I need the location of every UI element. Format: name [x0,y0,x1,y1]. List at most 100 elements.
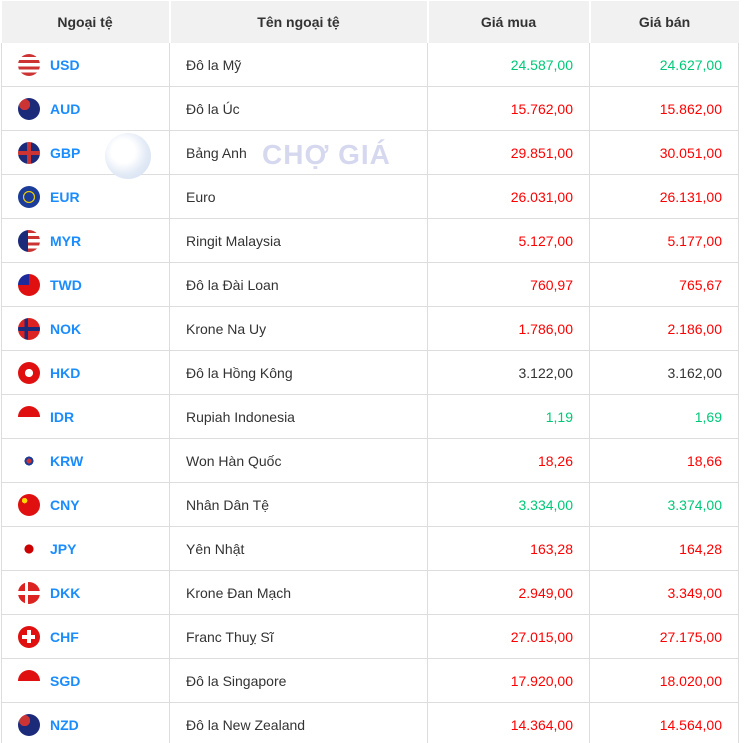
flag-sgd-icon [18,669,40,692]
flag-nok-icon [18,317,40,340]
currency-code-link[interactable]: TWD [50,276,82,293]
flag-idr-icon [18,405,40,428]
currency-cell: IDR [1,394,170,439]
currency-code-link[interactable]: KRW [50,452,84,469]
currency-name: Đô la Úc [169,86,428,131]
currency-code-link[interactable]: DKK [50,584,81,601]
currency-code-link[interactable]: AUD [50,100,81,117]
currency-code-link[interactable]: NZD [50,716,79,733]
currency-cell: CNY [1,482,170,527]
buy-price: 15.762,00 [427,86,590,131]
sell-price: 2.186,00 [589,306,739,351]
buy-price: 18,26 [427,438,590,483]
currency-code-link[interactable]: SGD [50,672,81,689]
table-row: GBP Bảng Anh 29.851,00 30.051,00 [1,130,739,175]
buy-price: 29.851,00 [427,130,590,175]
flag-aud-icon [18,97,40,120]
table-row: NOK Krone Na Uy 1.786,00 2.186,00 [1,306,739,351]
table-row: EUR Euro 26.031,00 26.131,00 [1,174,739,219]
currency-cell: NOK [1,306,170,351]
sell-price: 3.349,00 [589,570,739,615]
currency-cell: USD [1,43,170,87]
flag-cny-icon [18,493,40,516]
currency-code-link[interactable]: USD [50,56,80,73]
flag-eur-icon [18,185,40,208]
sell-price: 26.131,00 [589,174,739,219]
flag-chf-icon [18,625,40,648]
currency-code-link[interactable]: IDR [50,408,75,425]
sell-price: 24.627,00 [589,43,739,87]
currency-name: Yên Nhật [169,526,428,571]
buy-price: 1.786,00 [427,306,590,351]
table-row: CHF Franc Thuỵ Sĩ 27.015,00 27.175,00 [1,614,739,659]
header-currency-name: Tên ngoại tệ [169,1,429,43]
flag-usd-icon [18,53,40,76]
currency-name: Krone Na Uy [169,306,428,351]
buy-price: 163,28 [427,526,590,571]
currency-cell: SGD [1,658,170,703]
currency-code-link[interactable]: NOK [50,320,82,337]
sell-price: 3.374,00 [589,482,739,527]
currency-code-link[interactable]: HKD [50,364,81,381]
flag-nzd-icon [18,713,40,736]
currency-code-link[interactable]: CNY [50,496,80,513]
currency-cell: NZD [1,702,170,743]
flag-dkk-icon [18,581,40,604]
table-row: CNY Nhân Dân Tệ 3.334,00 3.374,00 [1,482,739,527]
table-row: IDR Rupiah Indonesia 1,19 1,69 [1,394,739,439]
buy-price: 1,19 [427,394,590,439]
flag-gbp-icon [18,141,40,164]
sell-price: 5.177,00 [589,218,739,263]
currency-name: Đô la Đài Loan [169,262,428,307]
header-currency: Ngoại tệ [1,1,171,43]
flag-twd-icon [18,273,40,296]
currency-cell: MYR [1,218,170,263]
currency-cell: GBP [1,130,170,175]
sell-price: 1,69 [589,394,739,439]
flag-hkd-icon [18,361,40,384]
currency-code-link[interactable]: MYR [50,232,82,249]
currency-cell: AUD [1,86,170,131]
table-header-row: Ngoại tệ Tên ngoại tệ Giá mua Giá bán [1,1,739,43]
sell-price: 18.020,00 [589,658,739,703]
table-row: JPY Yên Nhật 163,28 164,28 [1,526,739,571]
buy-price: 27.015,00 [427,614,590,659]
table-row: TWD Đô la Đài Loan 760,97 765,67 [1,262,739,307]
currency-code-link[interactable]: JPY [50,540,77,557]
currency-name: Đô la Mỹ [169,43,428,87]
header-sell: Giá bán [589,1,739,43]
flag-jpy-icon [18,537,40,560]
currency-name: Won Hàn Quốc [169,438,428,483]
buy-price: 760,97 [427,262,590,307]
buy-price: 24.587,00 [427,43,590,87]
currency-name: Krone Đan Mạch [169,570,428,615]
sell-price: 164,28 [589,526,739,571]
buy-price: 14.364,00 [427,702,590,743]
currency-cell: JPY [1,526,170,571]
sell-price: 30.051,00 [589,130,739,175]
sell-price: 15.862,00 [589,86,739,131]
currency-name: Franc Thuỵ Sĩ [169,614,428,659]
table-row: AUD Đô la Úc 15.762,00 15.862,00 [1,86,739,131]
sell-price: 14.564,00 [589,702,739,743]
currency-name: Đô la New Zealand [169,702,428,743]
flag-krw-icon [18,449,40,472]
buy-price: 3.122,00 [427,350,590,395]
currency-code-link[interactable]: EUR [50,188,80,205]
sell-price: 27.175,00 [589,614,739,659]
buy-price: 3.334,00 [427,482,590,527]
table-row: KRW Won Hàn Quốc 18,26 18,66 [1,438,739,483]
currency-cell: DKK [1,570,170,615]
table-row: SGD Đô la Singapore 17.920,00 18.020,00 [1,658,739,703]
currency-name: Đô la Hồng Kông [169,350,428,395]
currency-name: Rupiah Indonesia [169,394,428,439]
currency-cell: TWD [1,262,170,307]
currency-code-link[interactable]: CHF [50,628,79,645]
currency-cell: EUR [1,174,170,219]
currency-cell: KRW [1,438,170,483]
currency-name: Bảng Anh [169,130,428,175]
currency-code-link[interactable]: GBP [50,144,81,161]
table-row: HKD Đô la Hồng Kông 3.122,00 3.162,00 [1,350,739,395]
flag-myr-icon [18,229,40,252]
